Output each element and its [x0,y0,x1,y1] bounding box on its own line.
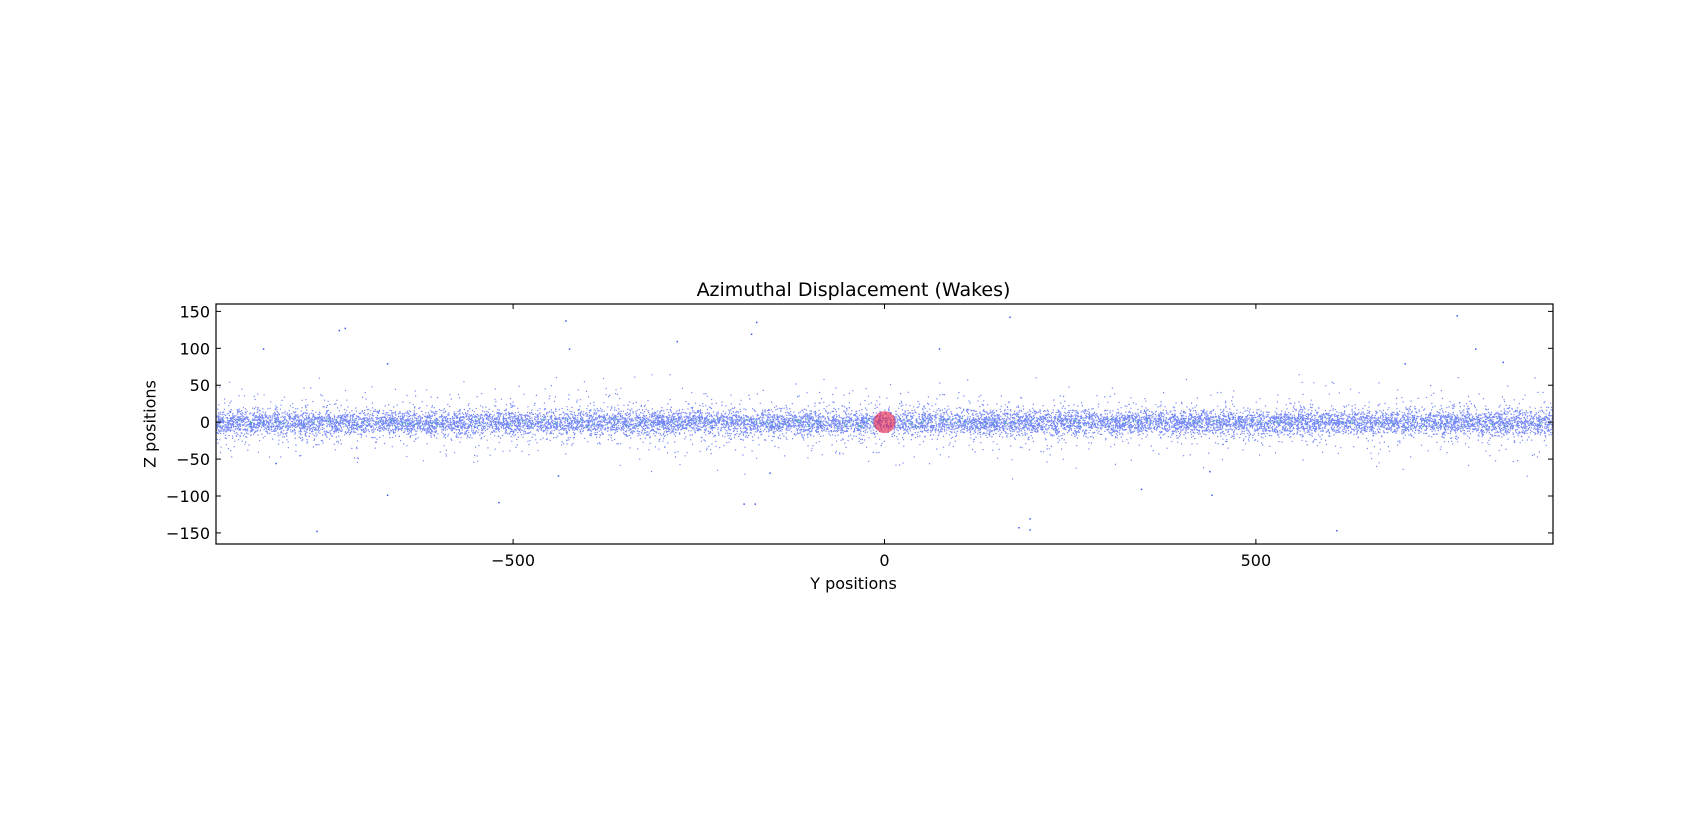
x-tick-label-1: 0 [879,551,889,570]
outlier-point-10 [1456,315,1458,317]
outlier-point-27 [769,472,771,474]
outlier-point-26 [557,475,560,477]
particle-points [216,374,1553,480]
outlier-point-5 [750,333,753,336]
y-tick-label-6: −150 [166,524,210,543]
outlier-point-1 [338,329,341,332]
outlier-point-16 [498,501,500,504]
outlier-point-17 [743,503,745,505]
outlier-point-11 [1475,348,1477,350]
outlier-point-25 [1140,488,1143,491]
y-tick-label-1: 100 [179,339,210,358]
outlier-point-21 [1018,527,1020,529]
outlier-point-19 [316,530,318,533]
outlier-point-3 [565,320,567,322]
chart-title: Azimuthal Displacement (Wakes) [696,279,1011,301]
x-tick-label-2: 500 [1241,551,1272,570]
outlier-point-8 [386,363,389,365]
outlier-point-23 [1336,529,1338,532]
outlier-point-7 [568,348,571,350]
outlier-point-20 [1029,518,1031,520]
outlier-point-9 [1009,316,1011,319]
y-tick-label-4: −50 [176,450,210,469]
outlier-point-4 [755,321,758,324]
outlier-point-24 [1211,494,1213,497]
outlier-point-0 [262,348,265,350]
outlier-point-15 [386,494,389,497]
outlier-point-18 [754,503,757,505]
outlier-point-13 [1404,363,1406,365]
outlier-point-14 [938,348,941,350]
y-axis-label: Z positions [140,380,160,468]
x-axis-label: Y positions [810,574,897,593]
marker-point-0 [873,411,896,434]
x-tick-label-0: −500 [491,551,535,570]
outlier-point-6 [676,340,679,343]
outlier-point-22 [1029,529,1031,531]
y-tick-label-0: 150 [179,302,210,321]
y-tick-label-5: −100 [166,487,210,506]
outlier-point-12 [1502,361,1504,364]
outlier-point-2 [344,327,347,330]
y-tick-label-3: 0 [200,413,210,432]
points-layer [216,315,1553,533]
outlier-point-29 [275,462,277,465]
outlier-point-28 [1209,470,1211,473]
y-tick-label-2: 50 [190,376,210,395]
